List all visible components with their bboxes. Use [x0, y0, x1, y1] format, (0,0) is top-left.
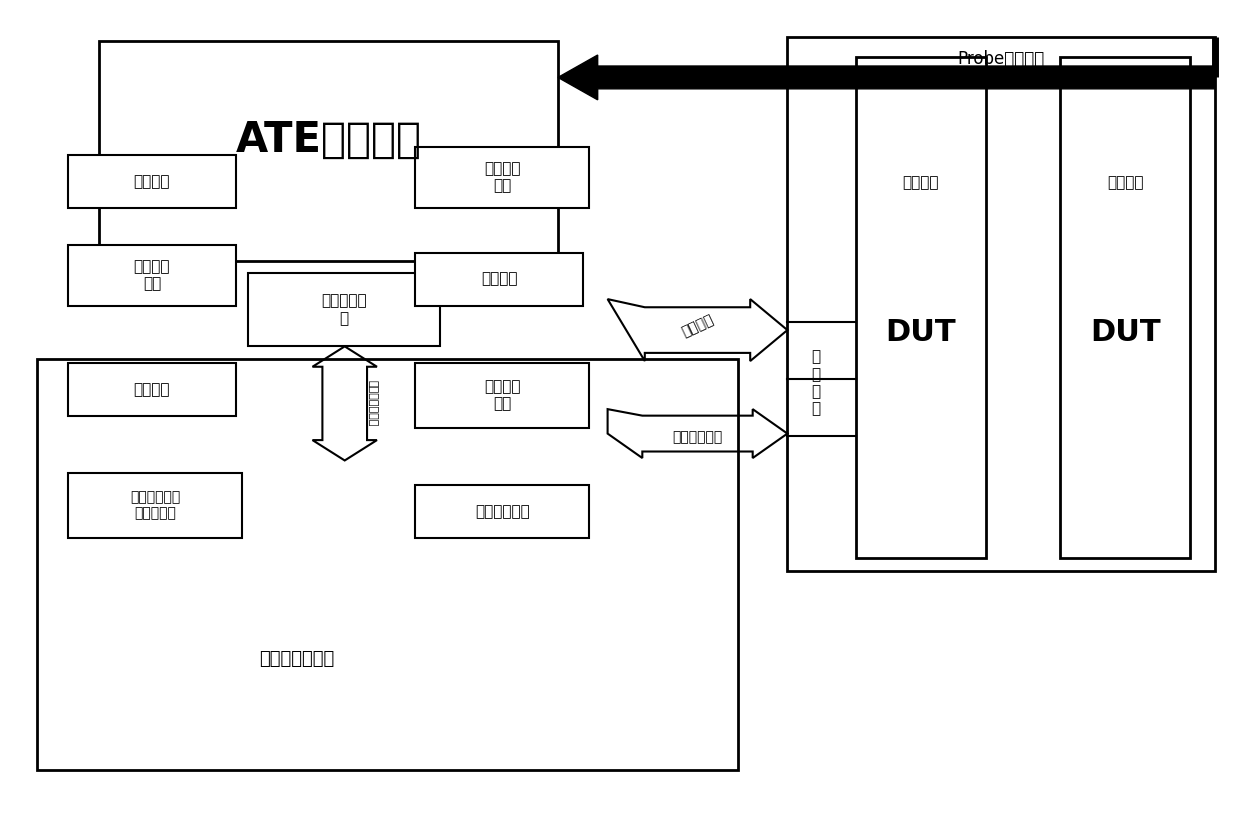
Text: 通信检测接口: 通信检测接口: [672, 430, 723, 445]
Bar: [68, 244, 236, 306]
Text: 固件更新: 固件更新: [481, 271, 517, 287]
Text: 口接端传输数据: 口接端传输数据: [367, 381, 377, 426]
Bar: [415, 147, 589, 208]
Bar: [1060, 57, 1190, 558]
Text: DUT: DUT: [885, 318, 956, 347]
Text: 状态信息显
示: 状态信息显 示: [321, 293, 367, 326]
Bar: [99, 41, 558, 261]
Bar: [68, 155, 236, 208]
Bar: [415, 253, 583, 306]
Bar: [415, 363, 589, 428]
Bar: [787, 37, 1215, 570]
Text: 存储控制: 存储控制: [134, 174, 170, 189]
Text: Probe测试设备: Probe测试设备: [957, 51, 1045, 68]
Text: 嵌入式微处理器: 嵌入式微处理器: [259, 650, 334, 668]
Text: ATE测试机台: ATE测试机台: [236, 119, 422, 161]
Text: 被测芯片: 被测芯片: [1107, 175, 1143, 190]
Bar: [415, 485, 589, 538]
Text: 电源控制与电
压校准模块: 电源控制与电 压校准模块: [130, 490, 180, 521]
Text: DUT: DUT: [1090, 318, 1161, 347]
FancyArrow shape: [558, 55, 1215, 99]
Bar: [68, 363, 236, 416]
Text: 线性扫描
模块: 线性扫描 模块: [484, 161, 521, 193]
Bar: [37, 359, 738, 770]
Text: 被测芯片: 被测芯片: [903, 175, 939, 190]
Bar: [248, 273, 440, 346]
Text: 同步处理
模块: 同步处理 模块: [484, 379, 521, 412]
Text: 接触电阴
检测: 接触电阴 检测: [134, 259, 170, 291]
Text: 指标测试模块: 指标测试模块: [475, 504, 529, 519]
Text: 良率控制: 良率控制: [134, 381, 170, 397]
Text: 烧录接口: 烧录接口: [680, 313, 715, 339]
Text: 接
口
选
择: 接 口 选 择: [811, 350, 821, 416]
Bar: [856, 57, 986, 558]
Bar: [68, 473, 242, 538]
